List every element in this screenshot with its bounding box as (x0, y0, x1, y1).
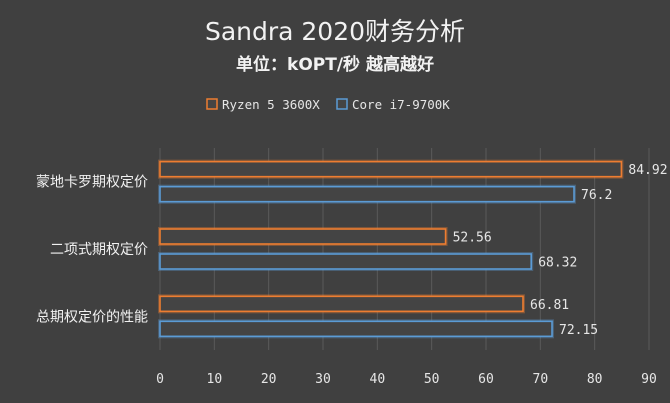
x-tick-label: 10 (207, 372, 223, 387)
category-label: 总期权定价的性能 (36, 309, 148, 325)
x-tick-label: 30 (315, 372, 331, 387)
legend-label: Core i7-9700K (352, 97, 450, 112)
data-label: 76.2 (581, 188, 612, 203)
data-label: 52.56 (453, 231, 492, 246)
x-tick-label: 20 (261, 372, 277, 387)
legend: Ryzen 5 3600X Core i7-9700K (206, 97, 450, 112)
category-label: 蒙地卡罗期权定价 (36, 175, 148, 191)
chart-title: Sandra 2020财务分析 (205, 17, 465, 46)
data-label: 72.15 (559, 323, 598, 338)
data-label: 66.81 (530, 298, 569, 313)
data-labels: 84.92 76.2 52.56 68.32 66.81 72.15 (453, 163, 668, 338)
chart-subtitle: 单位：kOPT/秒 越高越好 (236, 54, 434, 75)
bars (158, 159, 624, 339)
data-label: 84.92 (628, 163, 667, 178)
x-tick-label: 80 (587, 372, 603, 387)
x-tick-label: 60 (478, 372, 494, 387)
bar (159, 185, 575, 203)
legend-label: Ryzen 5 3600X (222, 97, 320, 112)
gridlines (159, 148, 650, 350)
x-tick-label: 0 (156, 372, 164, 387)
legend-swatch (206, 98, 218, 110)
x-axis-ticks: 0 10 20 30 40 50 60 70 80 90 (156, 372, 657, 387)
bar (159, 160, 623, 178)
bar (159, 320, 553, 338)
data-label: 68.32 (538, 256, 577, 271)
x-tick-label: 50 (424, 372, 440, 387)
bar (159, 295, 524, 313)
bar (159, 253, 533, 270)
x-tick-label: 70 (533, 372, 549, 387)
legend-swatch (336, 98, 348, 110)
category-label: 二项式期权定价 (50, 242, 148, 258)
x-tick-label: 40 (370, 372, 386, 387)
bar (159, 228, 447, 245)
x-tick-label: 90 (641, 372, 657, 387)
